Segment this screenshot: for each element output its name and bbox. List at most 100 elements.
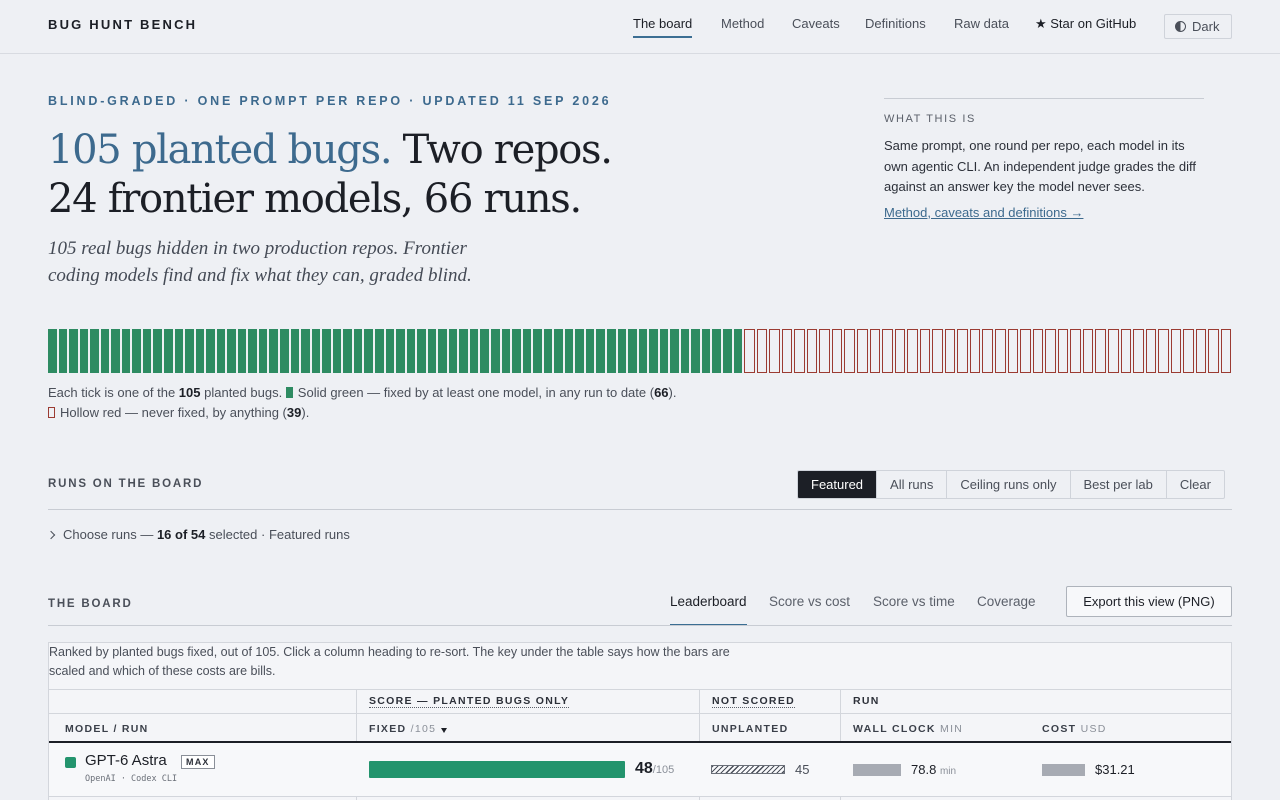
wall-clock-value: 78.8 min [911, 762, 956, 777]
tick-never-fixed [819, 329, 830, 373]
tick-fixed [90, 329, 99, 373]
nav-the-board[interactable]: The board [633, 16, 693, 38]
tick-fixed [311, 329, 321, 373]
tab-leaderboard[interactable]: Leaderboard [670, 594, 747, 626]
tick-fixed [575, 329, 584, 373]
tick-fixed [554, 329, 563, 373]
table-note: Ranked by planted bugs fixed, out of 105… [49, 645, 730, 678]
tick-never-fixed [806, 329, 818, 373]
tick-fixed [659, 329, 669, 373]
tick-never-fixed [744, 329, 755, 373]
tick-fixed [417, 329, 426, 373]
tick-never-fixed [982, 329, 994, 373]
legend-text: planted bugs. [200, 385, 286, 400]
tick-never-fixed [1020, 329, 1031, 373]
legend-fixed-count: 66 [654, 385, 669, 400]
nav-method[interactable]: Method [721, 16, 765, 31]
tick-never-fixed [969, 329, 981, 373]
board-divider [48, 625, 1232, 626]
choose-runs-toggle[interactable]: Choose runs — 16 of 54 selected · Featur… [46, 527, 350, 542]
nav-definitions[interactable]: Definitions [865, 16, 926, 31]
tick-fixed [374, 329, 384, 373]
github-star-link[interactable]: ★ Star on GitHub [1035, 16, 1137, 31]
tick-fixed [258, 329, 268, 373]
tick-fixed [153, 329, 163, 373]
legend-total: 105 [178, 385, 201, 400]
tick-fixed [385, 329, 395, 373]
nav-caveats[interactable]: Caveats [792, 16, 840, 31]
table-row[interactable]: GPT-6 Astra MAX OpenAI · Codex CLI 48/10… [49, 743, 1231, 797]
tab-coverage[interactable]: Coverage [977, 594, 1036, 609]
tick-never-fixed [894, 329, 906, 373]
group-score[interactable]: SCORE — PLANTED BUGS ONLY [369, 695, 570, 708]
tick-never-fixed [1032, 329, 1044, 373]
method-caveats-link[interactable]: Method, caveats and definitions → [884, 204, 1084, 220]
tick-fixed [723, 329, 732, 373]
tick-never-fixed [844, 329, 856, 373]
tick-never-fixed [756, 329, 768, 373]
filter-ceiling-runs[interactable]: Ceiling runs only [946, 471, 1069, 498]
theme-toggle-button[interactable]: Dark [1164, 14, 1232, 39]
tick-never-fixed [907, 329, 918, 373]
filter-all-runs[interactable]: All runs [876, 471, 946, 498]
tick-fixed [185, 329, 194, 373]
headline-accent: 105 planted bugs. [48, 127, 393, 173]
export-png-button[interactable]: Export this view (PNG) [1066, 586, 1232, 617]
tick-fixed [469, 329, 479, 373]
headline-rest: Two repos. [391, 127, 613, 173]
tick-fixed [206, 329, 215, 373]
tab-score-vs-time[interactable]: Score vs time [873, 594, 955, 609]
tick-never-fixed [957, 329, 968, 373]
choose-runs-text: Choose runs — [63, 527, 157, 542]
tick-fixed [174, 329, 184, 373]
tick-never-fixed [1133, 329, 1144, 373]
tick-fixed [406, 329, 416, 373]
tick-fixed [164, 329, 173, 373]
filter-clear[interactable]: Clear [1165, 471, 1224, 498]
wall-clock-number: 78.8 [911, 762, 937, 777]
what-this-is-panel: WHAT THIS IS Same prompt, one round per … [884, 98, 1204, 222]
tick-never-fixed [1070, 329, 1081, 373]
col-fixed[interactable]: FIXED /105 [369, 723, 448, 735]
runs-section-label: RUNS ON THE BOARD [48, 478, 204, 490]
fixed-score-bar [369, 761, 625, 778]
col-model-run[interactable]: MODEL / RUN [65, 723, 149, 735]
group-not-scored[interactable]: NOT SCORED [712, 695, 796, 708]
tick-never-fixed [1208, 329, 1219, 373]
ticks-legend: Each tick is one of the 105 planted bugs… [48, 383, 748, 423]
tick-never-fixed [1007, 329, 1019, 373]
filter-best-per-lab[interactable]: Best per lab [1069, 471, 1166, 498]
chevron-right-icon [46, 530, 56, 540]
tick-never-fixed [882, 329, 893, 373]
brand-logo[interactable]: BUG HUNT BENCH [48, 17, 198, 32]
tick-fixed [100, 329, 110, 373]
tick-never-fixed [1145, 329, 1157, 373]
col-cost[interactable]: COST USD [1042, 723, 1107, 735]
tick-fixed [533, 329, 542, 373]
tick-fixed [280, 329, 289, 373]
tick-fixed [638, 329, 648, 373]
tick-fixed [269, 329, 279, 373]
tick-fixed [564, 329, 574, 373]
col-unplanted[interactable]: UNPLANTED [712, 723, 789, 735]
nav-raw-data[interactable]: Raw data [954, 16, 1009, 31]
tick-never-fixed [1220, 329, 1232, 373]
filter-featured[interactable]: Featured [798, 471, 877, 498]
bug-ticks-strip [48, 329, 1232, 373]
selected-count: 16 of 54 [156, 527, 206, 542]
tick-fixed [480, 329, 489, 373]
col-wall-unit: MIN [940, 723, 964, 735]
tab-score-vs-cost[interactable]: Score vs cost [769, 594, 851, 609]
tick-fixed [216, 329, 226, 373]
tick-never-fixed [1057, 329, 1069, 373]
tick-fixed [48, 329, 57, 373]
tick-fixed [617, 329, 627, 373]
model-color-swatch [65, 757, 76, 768]
col-wall-clock[interactable]: WALL CLOCK MIN [853, 723, 963, 735]
section-divider [48, 509, 1232, 510]
tick-never-fixed [781, 329, 793, 373]
col-cost-label: COST [1042, 723, 1077, 735]
tick-never-fixed [1120, 329, 1132, 373]
tick-fixed [142, 329, 152, 373]
tick-fixed [301, 329, 310, 373]
